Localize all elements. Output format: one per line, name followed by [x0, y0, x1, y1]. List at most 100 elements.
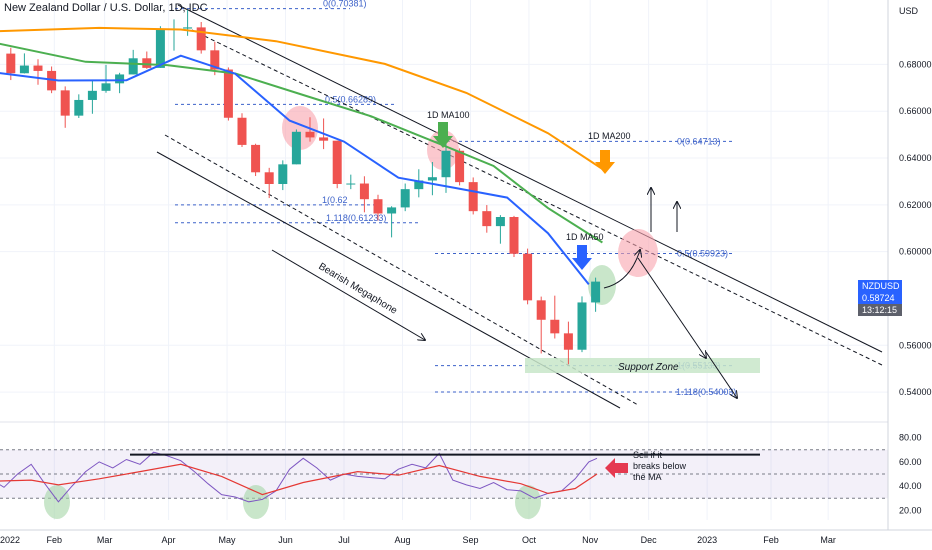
rsi-low-oct: [515, 485, 541, 519]
rsi-lines: [0, 451, 760, 503]
price-tick-label: 0.66000: [899, 106, 932, 116]
candle-body: [251, 144, 261, 173]
candle-body: [591, 281, 601, 303]
candle-body: [60, 90, 70, 116]
rebound-arrow: [603, 250, 640, 289]
sell-marker-arrow: [605, 458, 628, 478]
candle-body: [495, 217, 505, 227]
ma200-line: [0, 26, 603, 170]
candle-body: [278, 164, 288, 184]
price-axis-currency: USD: [899, 6, 919, 16]
bearish-direction-arrow: [271, 249, 425, 340]
rsi-tick-label: 20.00: [899, 505, 922, 515]
support-zone: [525, 358, 760, 373]
chart-title: New Zealand Dollar / U.S. Dollar, 1D, ID…: [4, 2, 208, 14]
ma50-marker-arrow: [572, 245, 592, 270]
time-tick-label: Mar: [820, 535, 836, 545]
rsi-low-may: [243, 485, 269, 519]
ma50-label: 1D MA50: [566, 232, 604, 242]
candle-body: [536, 300, 546, 320]
time-tick-label: Feb: [47, 535, 63, 545]
time-tick-label: Nov: [582, 535, 599, 545]
candle-body: [142, 58, 152, 68]
timer-badge: 13:12:15: [858, 304, 902, 316]
candle-body: [523, 253, 533, 301]
megaphone-label: Bearish Megaphone: [316, 261, 399, 317]
time-tick-label: Jun: [278, 535, 293, 545]
sell-note-line: Sell if it: [633, 450, 663, 460]
price-tick-label: 0.68000: [899, 59, 932, 69]
rsi-ma-line: [0, 463, 598, 496]
candle-body: [373, 199, 383, 214]
candle-body: [577, 302, 587, 350]
candle-body: [237, 117, 247, 145]
candle-body: [468, 182, 478, 212]
fib-label-left: 0(0.70381): [323, 0, 367, 9]
candle-body: [332, 140, 342, 184]
candle-body: [550, 319, 560, 334]
highlight-zones: [44, 106, 760, 519]
time-tick-label: Sep: [462, 535, 478, 545]
fib-label-left: 1.118(0.61233): [326, 213, 386, 223]
candle-body: [155, 29, 165, 68]
candle-body: [414, 180, 424, 190]
price-tick-label: 0.60000: [899, 247, 932, 257]
time-tick-label: Feb: [763, 535, 779, 545]
price-badge: 0.58724: [858, 292, 902, 304]
price-tick-label: 0.56000: [899, 340, 932, 350]
fib-label-right: 0.5(0.59923): [677, 248, 728, 258]
candle-body: [101, 83, 111, 91]
candle-body: [74, 99, 84, 116]
ma100-marker-arrow: [433, 122, 453, 148]
symbol-badge: NZDUSD: [858, 280, 902, 292]
rsi-tick-label: 40.00: [899, 481, 922, 491]
candle-body: [305, 131, 315, 138]
time-tick-label: Dec: [641, 535, 658, 545]
candle-body: [482, 211, 492, 227]
ma100-line: [0, 42, 603, 244]
candle-body: [319, 137, 329, 141]
moving-averages: [0, 26, 603, 286]
highlight-target-zone: [618, 229, 658, 277]
time-tick-label: Aug: [394, 535, 410, 545]
time-tick-label: 2022: [0, 535, 20, 545]
time-tick-label: Apr: [162, 535, 176, 545]
candle-body: [210, 50, 220, 70]
rsi-line: [0, 451, 598, 503]
highlight-top-aug: [427, 130, 459, 170]
rsi-tick-label: 80.00: [899, 433, 922, 443]
channel-upper: [177, 4, 883, 353]
candle-body: [115, 74, 125, 84]
highlight-top-jun: [282, 106, 318, 150]
trend-channels: [156, 4, 883, 409]
candle-body: [87, 90, 97, 100]
sell-note-line: the MA: [633, 472, 662, 482]
fib-label-left: 1(0.62: [322, 195, 348, 205]
candle-body: [264, 172, 274, 184]
chart-labels: 1D MA100 1D MA200 1D MA50 Bearish Megaphone…: [316, 110, 686, 482]
rsi-tick-label: 60.00: [899, 457, 922, 467]
fib-label-right: 1.118(0.54003): [676, 387, 736, 397]
candle-body: [183, 27, 193, 29]
candles: [6, 9, 601, 365]
candle-body: [441, 150, 451, 178]
target-arrow-1: [637, 257, 706, 358]
time-tick-label: May: [219, 535, 237, 545]
price-tick-label: 0.64000: [899, 153, 932, 163]
candle-body: [223, 69, 233, 118]
candle-body: [359, 183, 369, 200]
fib-levels: 0(0.70381) 0.5(0.66289) 1(0.62 1.118(0.6123…: [175, 0, 736, 397]
candle-body: [387, 207, 397, 214]
fib-label-left: 0.5(0.66289): [325, 94, 376, 104]
rsi-panel: [0, 421, 888, 499]
target-arrow-2: [705, 351, 737, 398]
time-tick-label: Jul: [338, 535, 350, 545]
candle-body: [128, 58, 138, 75]
sell-note-line: breaks below: [633, 461, 687, 471]
rsi-low-feb: [44, 485, 70, 519]
price-tick-label: 0.62000: [899, 200, 932, 210]
candle-body: [6, 53, 16, 74]
candle-body: [346, 183, 356, 185]
